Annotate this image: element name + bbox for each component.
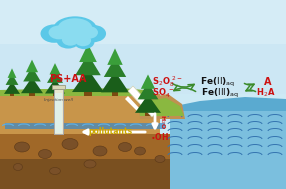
Polygon shape — [10, 89, 14, 96]
Text: A: A — [264, 77, 272, 87]
Polygon shape — [26, 60, 38, 72]
Ellipse shape — [53, 16, 97, 42]
Polygon shape — [107, 48, 123, 65]
Polygon shape — [79, 44, 97, 62]
Polygon shape — [75, 54, 101, 75]
Polygon shape — [29, 87, 35, 96]
Polygon shape — [104, 58, 126, 77]
Text: Fe($\sf{III}$)$_{\sf{aq}}$: Fe($\sf{III}$)$_{\sf{aq}}$ — [201, 86, 239, 100]
Polygon shape — [45, 79, 65, 94]
Text: S$_2$O$_8^{\ 2-}$: S$_2$O$_8^{\ 2-}$ — [152, 74, 182, 89]
Polygon shape — [4, 82, 20, 94]
Ellipse shape — [80, 26, 98, 39]
Polygon shape — [47, 70, 63, 83]
Text: H$_2$A: H$_2$A — [256, 87, 276, 99]
Polygon shape — [0, 134, 200, 189]
Text: pollutants: pollutants — [88, 128, 132, 136]
Ellipse shape — [93, 146, 107, 156]
Polygon shape — [138, 83, 158, 99]
Polygon shape — [125, 96, 140, 112]
Ellipse shape — [49, 167, 61, 174]
Polygon shape — [0, 88, 145, 96]
Ellipse shape — [49, 26, 69, 39]
Ellipse shape — [57, 33, 80, 49]
Polygon shape — [139, 98, 184, 116]
Polygon shape — [51, 85, 65, 89]
Ellipse shape — [74, 34, 95, 49]
Polygon shape — [49, 63, 61, 74]
Ellipse shape — [155, 156, 165, 163]
Ellipse shape — [118, 143, 132, 152]
Polygon shape — [101, 71, 129, 92]
Text: H$_2$O: H$_2$O — [158, 115, 167, 129]
Text: PS+AA: PS+AA — [49, 74, 87, 84]
Polygon shape — [170, 101, 286, 189]
Ellipse shape — [81, 25, 106, 42]
Polygon shape — [53, 89, 63, 134]
Polygon shape — [84, 83, 92, 96]
Polygon shape — [128, 86, 157, 117]
Ellipse shape — [15, 142, 29, 152]
Polygon shape — [55, 93, 61, 133]
Polygon shape — [5, 123, 165, 129]
Polygon shape — [0, 94, 160, 189]
Text: Fe($\sf{II}$)$_{\sf{aq}}$: Fe($\sf{II}$)$_{\sf{aq}}$ — [200, 75, 236, 89]
Polygon shape — [135, 94, 161, 113]
Polygon shape — [0, 0, 286, 59]
Ellipse shape — [41, 24, 68, 43]
Text: SO$_4^{\ -}$: SO$_4^{\ -}$ — [152, 86, 174, 100]
Polygon shape — [21, 77, 43, 93]
Ellipse shape — [84, 160, 96, 168]
Polygon shape — [138, 94, 185, 119]
Polygon shape — [141, 74, 155, 89]
Ellipse shape — [75, 35, 91, 46]
Polygon shape — [72, 69, 104, 92]
Ellipse shape — [58, 18, 92, 38]
Polygon shape — [145, 105, 151, 116]
Polygon shape — [53, 88, 57, 96]
Polygon shape — [165, 97, 286, 111]
Ellipse shape — [62, 139, 78, 149]
Polygon shape — [23, 67, 41, 81]
Polygon shape — [6, 74, 18, 85]
Text: Injection well: Injection well — [43, 98, 72, 102]
Polygon shape — [0, 159, 250, 189]
Text: $\bullet$OH: $\bullet$OH — [150, 132, 170, 143]
Polygon shape — [8, 68, 16, 78]
Polygon shape — [112, 84, 118, 96]
Ellipse shape — [13, 163, 23, 170]
Ellipse shape — [134, 147, 146, 155]
Ellipse shape — [62, 33, 79, 46]
Polygon shape — [0, 44, 286, 94]
Ellipse shape — [39, 149, 51, 159]
